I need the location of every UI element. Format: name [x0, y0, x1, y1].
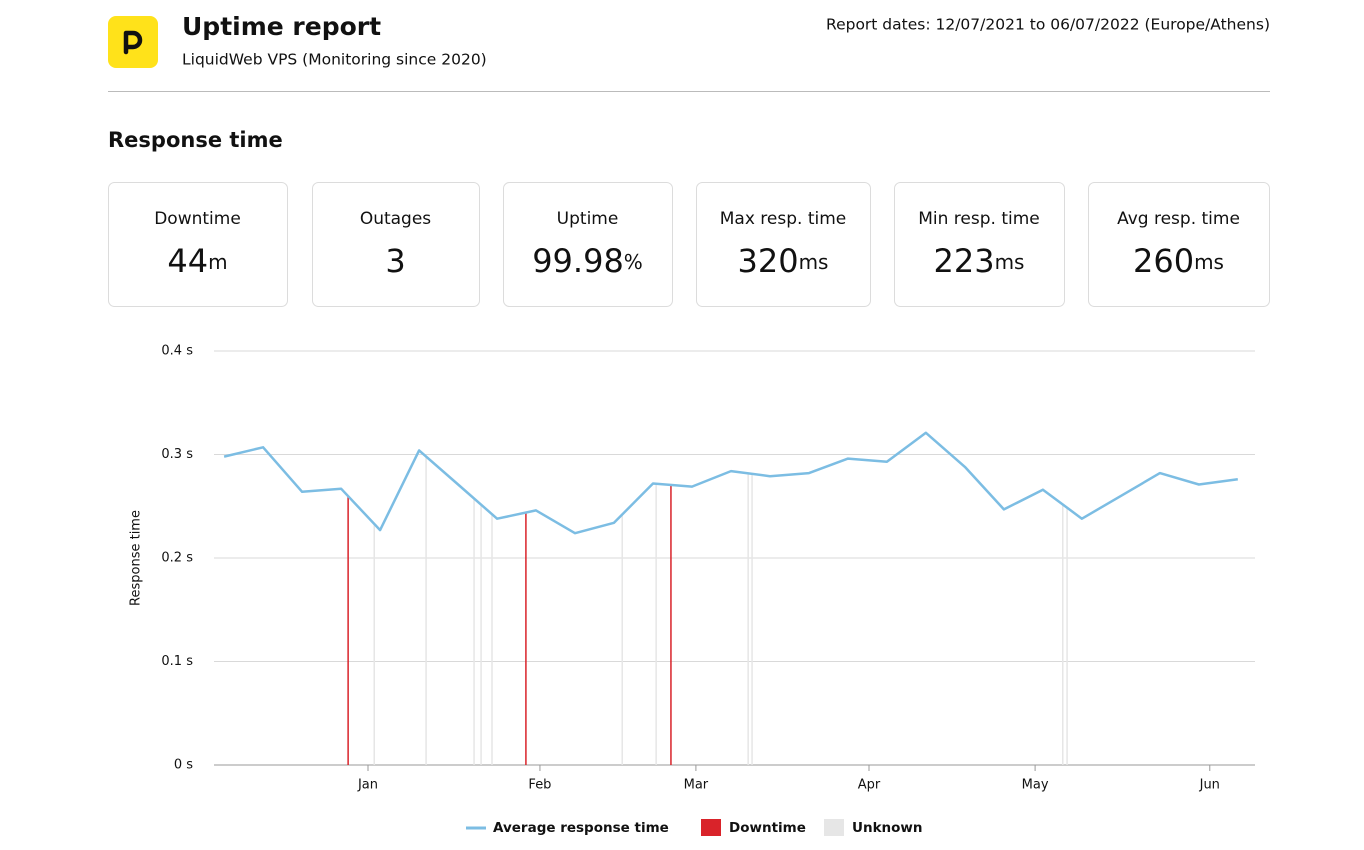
- stat-value: 3: [385, 242, 405, 280]
- legend-label: Downtime: [729, 820, 806, 836]
- stat-card: [503, 182, 673, 307]
- stat-number: 44: [167, 242, 208, 280]
- stat-value: 99.98%: [532, 242, 643, 280]
- response-line: [223, 431, 1238, 535]
- stat-unit: ms: [995, 250, 1025, 274]
- stat-unit: m: [208, 250, 227, 274]
- report-dates: Report dates: 12/07/2021 to 06/07/2022 (…: [826, 16, 1270, 34]
- stat-label: Uptime: [557, 209, 619, 229]
- logo: [108, 16, 158, 68]
- stat-card: [312, 182, 480, 307]
- x-tick-label: May: [1022, 778, 1049, 793]
- stat-label: Downtime: [154, 209, 241, 229]
- y-tick-label: 0 s: [174, 758, 193, 773]
- section-title: Response time: [108, 128, 283, 152]
- stat-card: [696, 182, 871, 307]
- stat-number: 3: [385, 242, 405, 280]
- stat-label: Avg resp. time: [1117, 209, 1240, 229]
- stat-card: [1088, 182, 1270, 307]
- logo-glyph: [123, 30, 143, 55]
- x-tick-label: Jun: [1199, 778, 1220, 793]
- stat-number: 320: [738, 242, 799, 280]
- legend-label: Average response time: [493, 820, 669, 836]
- y-tick-label: 0.3 s: [161, 447, 193, 462]
- stat-label: Max resp. time: [720, 209, 847, 229]
- stat-number: 223: [934, 242, 995, 280]
- stat-value: 223ms: [934, 242, 1025, 280]
- x-tick-label: Feb: [528, 778, 551, 793]
- stat-unit: ms: [1194, 250, 1224, 274]
- stat-unit: %: [624, 250, 643, 274]
- x-tick-label: Jan: [357, 778, 378, 793]
- stat-card: [894, 182, 1065, 307]
- y-tick-label: 0.1 s: [161, 654, 193, 669]
- stat-label: Outages: [360, 209, 431, 229]
- stat-card: [108, 182, 288, 307]
- subtitle: LiquidWeb VPS (Monitoring since 2020): [182, 51, 487, 69]
- stat-number: 99.98: [532, 242, 624, 280]
- stat-value: 320ms: [738, 242, 829, 280]
- y-axis-title: Response time: [129, 510, 144, 606]
- y-tick-label: 0.2 s: [161, 551, 193, 566]
- stat-unit: ms: [799, 250, 829, 274]
- x-tick-label: Apr: [858, 778, 881, 793]
- x-tick-label: Mar: [684, 778, 709, 793]
- legend-swatch: [701, 819, 721, 836]
- title: Uptime report: [182, 12, 381, 41]
- stat-number: 260: [1133, 242, 1194, 280]
- legend-swatch: [824, 819, 844, 836]
- stat-value: 44m: [167, 242, 227, 280]
- stat-label: Min resp. time: [918, 209, 1040, 229]
- legend-label: Unknown: [852, 820, 923, 836]
- stat-value: 260ms: [1133, 242, 1224, 280]
- y-tick-label: 0.4 s: [161, 344, 193, 359]
